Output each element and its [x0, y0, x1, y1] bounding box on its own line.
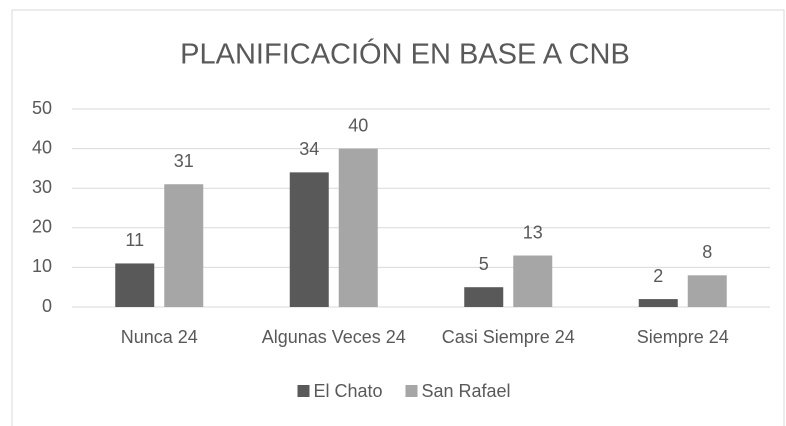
bar — [464, 287, 504, 307]
x-tick-label: Siempre 24 — [637, 327, 729, 347]
chart-title: PLANIFICACIÓN EN BASE A CNB — [180, 38, 630, 71]
data-label: 11 — [125, 230, 144, 250]
legend-swatch — [297, 385, 310, 397]
bar — [164, 184, 204, 307]
x-tick-label: Nunca 24 — [121, 327, 198, 347]
y-tick-label: 20 — [32, 217, 52, 237]
data-label: 5 — [479, 254, 489, 274]
data-label: 34 — [299, 139, 319, 159]
bar — [687, 275, 727, 307]
data-label: 31 — [174, 151, 194, 171]
x-tick-label: Algunas Veces 24 — [262, 327, 406, 347]
y-tick-label: 40 — [32, 137, 52, 157]
y-tick-label: 30 — [32, 177, 52, 197]
legend-label: San Rafael — [422, 381, 511, 401]
y-tick-label: 10 — [32, 256, 52, 276]
bar — [513, 255, 553, 307]
chart-frame — [11, 9, 785, 426]
bar — [289, 172, 329, 307]
legend-swatch — [405, 385, 418, 397]
y-tick-label: 0 — [42, 296, 52, 316]
data-label: 8 — [702, 242, 712, 262]
data-label: 2 — [653, 266, 663, 286]
bar — [638, 299, 678, 307]
bar — [115, 263, 155, 307]
data-label: 13 — [523, 222, 543, 242]
bar — [338, 148, 378, 307]
x-tick-label: Casi Siempre 24 — [442, 327, 575, 347]
data-label: 40 — [348, 115, 368, 135]
y-tick-label: 50 — [32, 98, 52, 118]
legend-label: El Chato — [314, 381, 383, 401]
